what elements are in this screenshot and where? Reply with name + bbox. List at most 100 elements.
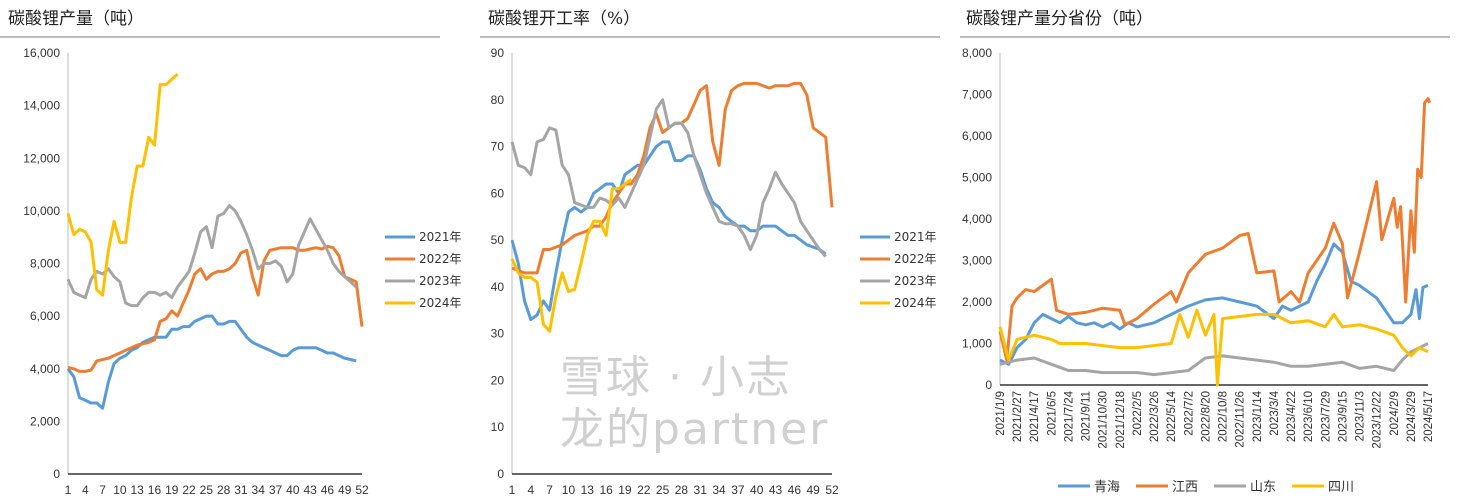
chart1-x-tick-label: 25: [200, 483, 214, 497]
chart3-x-tick-label: 2022/2/5: [1132, 391, 1144, 436]
chart3-x-tick-label: 2021/1/9: [995, 391, 1007, 436]
chart1-legend-label: 2022年: [419, 252, 462, 266]
chart1-x-tick-label: 22: [182, 483, 196, 497]
chart3-x-tick-label: 2022/11/26: [1235, 391, 1247, 448]
chart3-title-rule: [960, 36, 1450, 38]
chart1-y-tick-label: 8,000: [30, 257, 60, 271]
chart1-series-line-3: [66, 72, 179, 297]
chart1-series-line-1: [67, 244, 364, 373]
chart1-x-tick-label: 43: [303, 483, 317, 497]
chart2-x-tick-label: 1: [509, 483, 516, 497]
chart2-x-tick-label: 52: [825, 483, 839, 497]
chart2-x-tick-label: 40: [750, 483, 764, 497]
chart1-y-tick-label: 0: [53, 467, 60, 481]
chart1-y-tick-label: 12,000: [23, 151, 60, 165]
chart3-legend-label: 山东: [1250, 480, 1276, 495]
chart3-x-tick-label: 2022/3/26: [1149, 391, 1161, 442]
chart1-title: 碳酸锂产量（吨）: [8, 9, 144, 29]
chart2-x-tick-label: 49: [806, 483, 820, 497]
chart3-x-tick-label: 2022/8/20: [1200, 391, 1212, 442]
chart1-x-tick-label: 19: [165, 483, 179, 497]
chart2-title-rule: [480, 36, 940, 38]
chart3-x-tick-label: 2021/9/11: [1081, 391, 1093, 441]
chart1-y-tick-label: 10,000: [23, 204, 60, 218]
chart3-x-tick-label: 2023/3/4: [1269, 390, 1281, 435]
chart2-y-tick-label: 60: [491, 186, 505, 200]
chart1-x-tick-label: 13: [130, 483, 144, 497]
chart1-x-tick-label: 46: [321, 483, 335, 497]
chart2-x-tick-label: 46: [788, 483, 802, 497]
chart2-legend-label: 2022年: [894, 252, 937, 266]
chart1-legend-label: 2023年: [419, 274, 462, 288]
chart3-x-tick-label: 2023/7/29: [1320, 391, 1332, 442]
chart2-legend-label: 2021年: [894, 230, 937, 244]
chart2-x-tick-label: 34: [712, 483, 726, 497]
chart1-y-tick-label: 16,000: [23, 46, 60, 60]
chart1-x-tick-label: 34: [252, 483, 266, 497]
chart2-y-tick-label: 40: [491, 280, 505, 294]
chart3-x-tick-label: 2021/6/5: [1046, 391, 1058, 436]
chart2-x-tick-label: 10: [562, 483, 576, 497]
chart3-y-tick-label: 8,000: [962, 46, 992, 60]
chart3-y-tick-label: 5,000: [962, 171, 992, 185]
chart2-y-tick-label: 30: [491, 327, 505, 341]
chart1-x-tick-label: 52: [355, 483, 369, 497]
chart2-y-tick-label: 90: [491, 46, 505, 60]
chart1-series-line-0: [66, 314, 357, 410]
chart1-legend-label: 2024年: [419, 296, 462, 310]
chart3-x-tick-label: 2023/1/14: [1252, 390, 1264, 442]
chart3-y-tick-label: 7,000: [962, 88, 992, 102]
chart3-series-line-2: [999, 342, 1429, 377]
chart3-x-tick-label: 2024/3/29: [1406, 391, 1418, 442]
chart2-x-tick-label: 31: [694, 483, 708, 497]
chart1-y-tick-label: 14,000: [23, 99, 60, 113]
chart3-y-tick-label: 2,000: [962, 295, 992, 309]
chart3-x-tick-label: 2021/12/18: [1115, 391, 1127, 449]
chart2-x-tick-label: 25: [656, 483, 670, 497]
chart3-x-tick-label: 2023/4/22: [1286, 391, 1298, 442]
watermark: 雪球 · 小志龙的partner: [560, 352, 830, 455]
chart1-x-tick-label: 16: [148, 483, 162, 497]
chart2-y-tick-label: 50: [491, 233, 505, 247]
chart1-title-rule: [0, 36, 440, 38]
chart1-x-tick-label: 7: [99, 483, 106, 497]
chart1-x-tick-label: 37: [269, 483, 283, 497]
chart1-x-tick-label: 31: [234, 483, 248, 497]
chart1-x-tick-label: 40: [286, 483, 300, 497]
chart1-series-line-2: [66, 204, 358, 308]
chart3-y-tick-label: 1,000: [962, 337, 992, 351]
chart2-x-tick-label: 13: [581, 483, 595, 497]
chart2-series-line-0: [510, 140, 827, 322]
chart3-y-tick-label: 4,000: [962, 212, 992, 226]
chart2-y-tick-label: 10: [491, 420, 505, 434]
chart2-title: 碳酸锂开工率（%）: [488, 9, 641, 29]
chart1-x-tick-label: 4: [82, 483, 89, 497]
chart3-x-tick-label: 2021/4/17: [1029, 391, 1041, 442]
chart2-x-tick-label: 7: [546, 483, 553, 497]
chart2-y-tick-label: 80: [491, 93, 505, 107]
chart1-x-tick-label: 49: [338, 483, 352, 497]
chart2-y-tick-label: 0: [497, 467, 504, 481]
chart2-x-tick-label: 22: [637, 483, 651, 497]
chart3-x-tick-label: 2023/6/10: [1303, 391, 1315, 442]
chart3-x-tick-label: 2023/12/22: [1372, 391, 1384, 449]
chart3-title: 碳酸锂产量分省份（吨）: [966, 9, 1153, 29]
chart1-y-tick-label: 4,000: [30, 362, 60, 376]
chart2-x-tick-label: 16: [599, 483, 613, 497]
chart3-x-tick-label: 2024/2/9: [1389, 391, 1401, 436]
chart3-x-tick-label: 2022/5/14: [1166, 390, 1178, 442]
chart3-x-tick-label: 2023/11/3: [1355, 391, 1367, 441]
chart3-x-tick-label: 2021/10/30: [1098, 391, 1110, 449]
chart3-x-tick-label: 2024/5/17: [1423, 391, 1435, 442]
chart3-legend-label: 江西: [1172, 480, 1198, 495]
chart2-x-tick-label: 43: [769, 483, 783, 497]
chart1-legend-label: 2021年: [419, 230, 462, 244]
chart1-x-tick-label: 28: [217, 483, 231, 497]
chart2-series-line-2: [510, 98, 827, 258]
chart3-x-tick-label: 2022/10/8: [1218, 391, 1230, 442]
chart3-legend-label: 四川: [1328, 480, 1354, 495]
chart3-legend-label: 青海: [1094, 480, 1120, 495]
chart3-x-tick-label: 2021/7/24: [1063, 390, 1075, 442]
chart3-x-tick-label: 2021/2/27: [1012, 391, 1024, 442]
